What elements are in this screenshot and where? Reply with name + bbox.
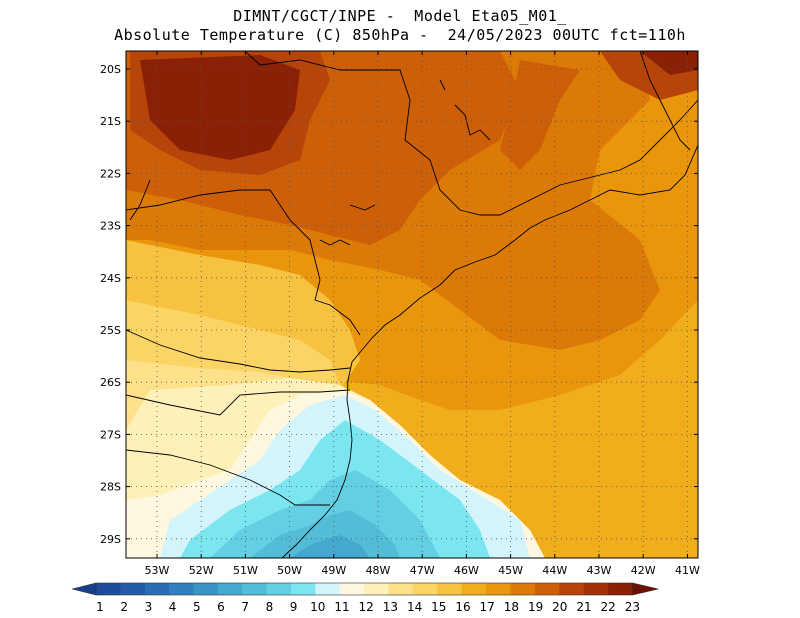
lat-label: 27S	[100, 428, 121, 441]
lon-label: 51W	[233, 564, 258, 577]
lon-label: 41W	[675, 564, 700, 577]
lon-label: 49W	[321, 564, 346, 577]
lon-label: 46W	[454, 564, 479, 577]
colorbar-label: 18	[504, 600, 519, 614]
colorbar-label: 17	[480, 600, 495, 614]
colorbar-segment	[217, 583, 243, 595]
colorbar-label: 12	[359, 600, 374, 614]
colorbar-label: 19	[528, 600, 543, 614]
colorbar-label: 1	[96, 600, 104, 614]
colorbar-segment	[461, 583, 487, 595]
lon-label: 45W	[498, 564, 523, 577]
lon-label: 50W	[277, 564, 302, 577]
colorbar-segment	[315, 583, 341, 595]
colorbar-arrow-low	[71, 582, 97, 596]
state-border-pr-sp	[126, 189, 361, 336]
colorbar: 1 2 3 4 5 6 7 8 9 10 11 12 13 14 15 16 17 18 19 20 21 22 23	[71, 582, 659, 614]
colorbar-segment	[583, 583, 609, 595]
lon-label: 42W	[631, 564, 656, 577]
state-border-sc-north	[126, 389, 351, 416]
grid-lines	[126, 51, 698, 558]
lat-label: 20S	[100, 63, 121, 76]
band-6-7	[290, 535, 370, 558]
colorbar-segment	[608, 583, 633, 595]
colorbar-label: 11	[334, 600, 349, 614]
lon-label: 47W	[410, 564, 435, 577]
colorbar-label: 9	[290, 600, 298, 614]
latitude-labels: 20S 21S 22S 23S 24S 25S 26S 27S 28S 29S	[100, 63, 698, 546]
lat-label: 28S	[100, 481, 121, 494]
state-border-es	[639, 51, 691, 151]
lat-label: 21S	[100, 115, 121, 128]
colorbar-segment	[339, 583, 365, 595]
colorbar-label: 14	[407, 600, 422, 614]
lon-label: 48W	[366, 564, 391, 577]
colorbar-segment	[364, 583, 389, 595]
band-19-20-east	[500, 60, 580, 170]
colorbar-segment	[144, 583, 170, 595]
colorbar-label: 16	[455, 600, 470, 614]
colorbar-segment	[169, 583, 194, 595]
state-border-sc-rs	[126, 449, 330, 506]
colorbar-label: 10	[310, 600, 325, 614]
colorbar-segment	[266, 583, 292, 595]
lat-label: 24S	[100, 272, 121, 285]
colorbar-label: 6	[217, 600, 225, 614]
longitude-labels: 53W 52W 51W 50W 49W 48W 47W 46W 45W 44W 43W 42W 41W	[145, 51, 700, 577]
colorbar-segment	[437, 583, 463, 595]
colorbar-segment	[510, 583, 536, 595]
colorbar-label: 8	[266, 600, 274, 614]
colorbar-label: 7	[241, 600, 249, 614]
map-frame	[125, 50, 699, 559]
lat-label: 23S	[100, 220, 121, 233]
lat-label: 25S	[100, 324, 121, 337]
colorbar-segment	[534, 583, 560, 595]
chart-title-line-2: Absolute Temperature (C) 850hPa - 24/05/…	[114, 26, 686, 44]
colorbar-label: 13	[383, 600, 398, 614]
state-border-mg-rj-es	[519, 99, 698, 206]
colorbar-segment	[388, 583, 414, 595]
state-border-pr-sc	[126, 329, 351, 373]
colorbar-segment	[412, 583, 438, 595]
colorbar-segment	[486, 583, 511, 595]
colorbar-label: 21	[576, 600, 591, 614]
band-above-21	[140, 55, 300, 160]
colorbar-label: 22	[601, 600, 616, 614]
colorbar-arrow-high	[632, 582, 659, 596]
lon-label: 53W	[145, 564, 170, 577]
colorbar-label: 4	[169, 600, 177, 614]
colorbar-label: 2	[120, 600, 128, 614]
lon-label: 52W	[189, 564, 214, 577]
colorbar-label: 20	[552, 600, 567, 614]
temperature-field	[126, 51, 698, 558]
lat-label: 26S	[100, 376, 121, 389]
colorbar-label: 23	[625, 600, 640, 614]
colorbar-segment	[96, 583, 121, 595]
colorbar-label: 5	[193, 600, 201, 614]
state-border-ms	[129, 179, 151, 221]
band-above-21-ne	[640, 51, 698, 75]
colorbar-segment	[242, 583, 267, 595]
lon-label: 44W	[542, 564, 567, 577]
colorbar-segment	[120, 583, 146, 595]
colorbar-segment	[559, 583, 584, 595]
coastline-and-borders	[126, 51, 698, 558]
reservoir-outline	[439, 79, 491, 141]
colorbar-segment	[193, 583, 219, 595]
band-7-8	[250, 510, 400, 558]
lat-label: 29S	[100, 533, 121, 546]
coastline	[281, 144, 698, 558]
colorbar-label: 15	[431, 600, 446, 614]
colorbar-segment	[291, 583, 316, 595]
lat-label: 22S	[100, 167, 121, 180]
chart-title-line-1: DIMNT/CGCT/INPE - Model Eta05_M01_	[233, 7, 567, 25]
lake-outline	[319, 204, 376, 246]
state-border-mg-sp	[244, 51, 521, 216]
colorbar-label: 3	[145, 600, 153, 614]
lon-label: 43W	[587, 564, 612, 577]
